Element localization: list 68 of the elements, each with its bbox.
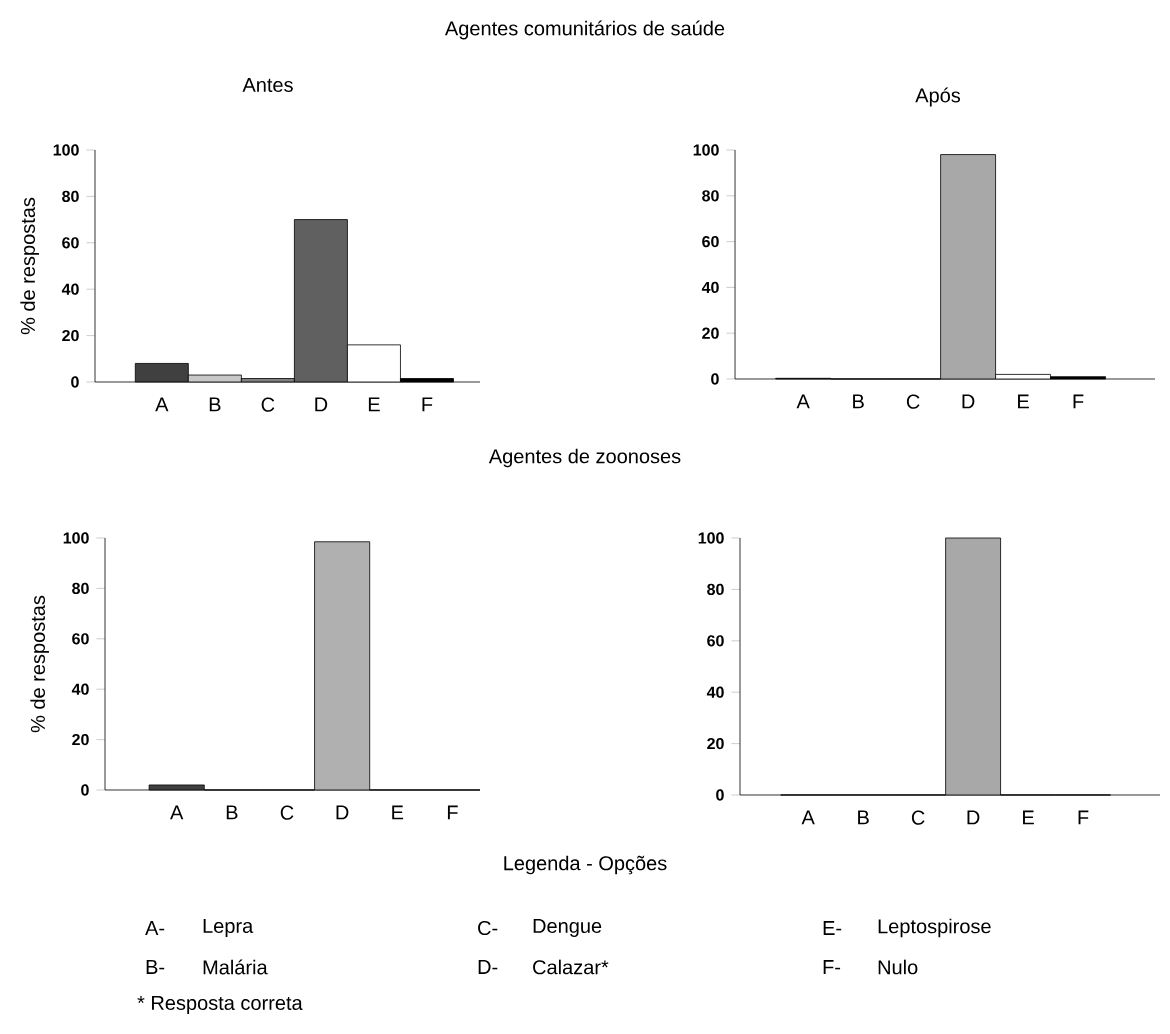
- y-tick-label: 60: [62, 237, 79, 249]
- y-tick-label: 100: [53, 144, 79, 156]
- y-tick-label: 60: [702, 235, 719, 248]
- text: * Resposta correta: [137, 996, 303, 1014]
- text: Calazar*: [533, 959, 609, 975]
- y-tick-label: 80: [72, 582, 89, 595]
- y-tick-label: 20: [62, 329, 79, 342]
- y-axis-title: % de respostas: [30, 595, 49, 733]
- y-tick-label: 20: [707, 737, 724, 750]
- y-tick-label: 0: [71, 376, 79, 388]
- x-tick-label: D: [967, 810, 980, 825]
- text: Lepra: [203, 919, 254, 937]
- y-tick-label: 60: [707, 635, 724, 647]
- x-tick-label: F: [1073, 394, 1084, 409]
- chart-title: Após: [915, 87, 961, 107]
- text: B-: [146, 960, 165, 974]
- x-tick-label: D: [315, 397, 328, 412]
- x-tick-label: B: [226, 805, 238, 820]
- y-tick-label: 20: [702, 327, 719, 339]
- text: Agentes de zoonoses: [488, 448, 681, 468]
- y-tick-label: 40: [71, 683, 89, 695]
- y-tick-label: 100: [693, 144, 719, 156]
- text: Dengue: [533, 919, 602, 937]
- y-tick-label: 0: [716, 789, 724, 801]
- y-tick-label: 0: [711, 373, 719, 385]
- chart-title: Antes: [242, 78, 293, 92]
- x-tick-label: A: [796, 394, 810, 409]
- text: Agentes comunitários de saúde: [444, 20, 725, 40]
- x-tick-label: B: [853, 394, 864, 409]
- y-tick-label: 40: [706, 686, 724, 698]
- y-tick-label: 100: [698, 532, 724, 544]
- y-tick-label: 40: [61, 283, 79, 295]
- x-tick-label: E: [1023, 810, 1034, 825]
- x-tick-label: C: [911, 810, 925, 825]
- text: F-: [823, 960, 841, 974]
- y-tick-label: 80: [707, 583, 724, 596]
- x-tick-label: D: [336, 805, 349, 820]
- x-tick-label: F: [447, 805, 458, 820]
- x-tick-label: E: [368, 397, 380, 412]
- x-tick-label: A: [170, 805, 184, 820]
- text: D-: [478, 960, 498, 974]
- text: Legenda - Opções: [504, 855, 667, 875]
- x-tick-label: C: [280, 805, 294, 820]
- x-tick-label: E: [1018, 394, 1029, 409]
- y-tick-label: 20: [72, 733, 89, 746]
- x-tick-label: C: [906, 394, 920, 409]
- x-tick-label: B: [209, 397, 221, 412]
- x-tick-label: F: [422, 397, 433, 412]
- y-tick-label: 40: [701, 281, 719, 294]
- y-tick-label: 80: [62, 190, 79, 203]
- x-tick-label: B: [858, 810, 869, 825]
- x-tick-label: A: [155, 397, 169, 412]
- text: A-: [145, 921, 165, 935]
- x-tick-label: E: [392, 805, 404, 820]
- text: Leptospirose: [878, 918, 991, 938]
- x-tick-label: C: [261, 397, 275, 412]
- y-tick-label: 80: [702, 190, 719, 202]
- y-tick-label: 100: [63, 532, 89, 544]
- y-tick-label: 0: [81, 784, 89, 796]
- x-tick-label: F: [1078, 810, 1089, 825]
- x-tick-label: A: [801, 810, 815, 825]
- y-axis-title: % de respostas: [20, 197, 39, 335]
- text: Malária: [203, 959, 268, 975]
- text: C-: [478, 920, 498, 936]
- text: E-: [823, 921, 842, 935]
- text: Nulo: [878, 959, 918, 975]
- y-tick-label: 60: [72, 633, 89, 645]
- x-tick-label: D: [962, 394, 975, 409]
